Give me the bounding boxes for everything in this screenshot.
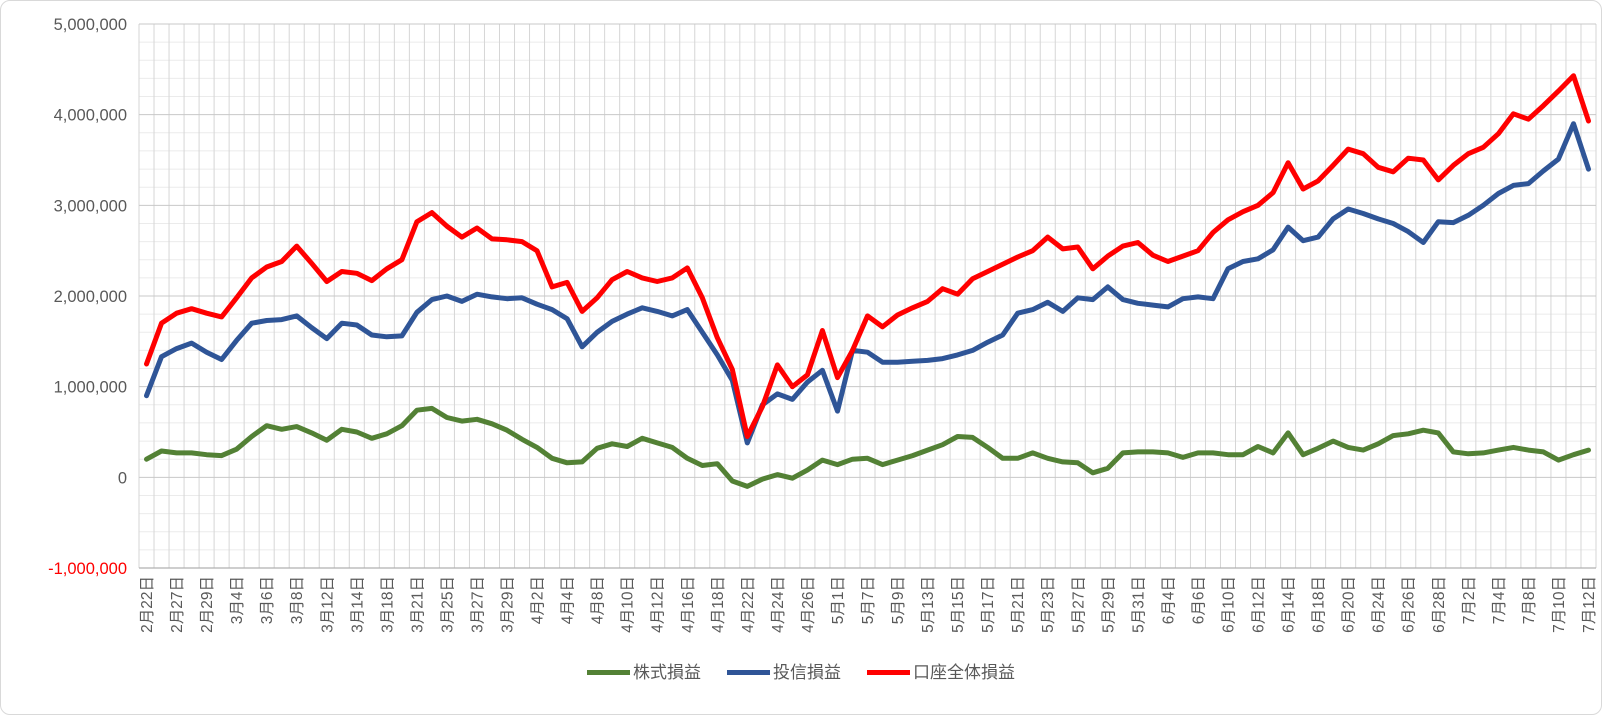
x-axis-tick-label: 5月1日 [830, 576, 847, 624]
x-axis-tick-label: 6月12日 [1251, 576, 1268, 633]
x-axis-tick-label: 3月29日 [500, 576, 517, 633]
legend-item-account-total-pl: 口座全体損益 [867, 664, 1015, 681]
legend-swatch-account-total-pl [867, 670, 910, 675]
y-axis-tick-label: 4,000,000 [54, 107, 127, 125]
legend-label-stock-pl: 株式損益 [633, 663, 701, 682]
x-axis-tick-label: 6月18日 [1311, 576, 1328, 633]
x-axis-tick-label: 3月18日 [379, 576, 396, 633]
y-axis-tick-label: 0 [118, 469, 127, 487]
series-line-2 [144, 73, 1591, 439]
legend: 株式損益 投信損益 口座全体損益 [0, 664, 1602, 681]
x-axis-tick-label: 5月15日 [950, 576, 967, 633]
x-axis-tick-label: 3月8日 [289, 576, 306, 624]
x-axis-tick-label: 5月23日 [1040, 576, 1057, 633]
x-axis-tick-label: 7月4日 [1491, 576, 1508, 624]
x-axis-tick-label: 4月18日 [710, 576, 727, 633]
x-axis-tick-label: 4月24日 [770, 576, 787, 633]
series-line-1 [144, 121, 1591, 446]
x-axis-tick-label: 4月16日 [680, 576, 697, 633]
x-axis-tick-label: 6月20日 [1341, 576, 1358, 633]
x-axis-tick-label: 6月6日 [1190, 576, 1207, 624]
x-axis-tick-label: 7月2日 [1461, 576, 1478, 624]
legend-swatch-stock-pl [587, 670, 630, 675]
x-axis-tick-label: 2月22日 [139, 576, 156, 633]
x-axis-tick-label: 5月27日 [1070, 576, 1087, 633]
legend-item-fund-pl: 投信損益 [727, 664, 841, 681]
x-axis-tick-label: 4月8日 [590, 576, 607, 624]
x-axis-tick-label: 5月13日 [920, 576, 937, 633]
x-axis-tick-label: 6月10日 [1220, 576, 1237, 633]
x-axis-tick-label: 6月14日 [1281, 576, 1298, 633]
series-line-0 [144, 405, 1591, 489]
y-axis-tick-label: -1,000,000 [48, 560, 127, 578]
x-axis-tick-label: 5月7日 [860, 576, 877, 624]
x-axis-tick-label: 5月9日 [890, 576, 907, 624]
x-axis-tick-label: 7月12日 [1581, 576, 1598, 633]
x-axis-tick-label: 4月26日 [800, 576, 817, 633]
x-axis-tick-label: 3月6日 [259, 576, 276, 624]
x-axis-tick-label: 6月28日 [1431, 576, 1448, 633]
x-axis-tick-label: 4月22日 [740, 576, 757, 633]
x-axis-tick-label: 7月8日 [1521, 576, 1538, 624]
x-axis-tick-label: 5月31日 [1130, 576, 1147, 633]
x-axis-tick-label: 4月4日 [560, 576, 577, 624]
y-axis-tick-label: 2,000,000 [54, 288, 127, 306]
x-axis-tick-label: 3月27日 [469, 576, 486, 633]
x-axis-tick-label: 5月29日 [1100, 576, 1117, 633]
x-axis-tick-label: 7月10日 [1551, 576, 1568, 633]
x-axis-tick-label: 3月21日 [409, 576, 426, 633]
x-axis-tick-label: 3月4日 [229, 576, 246, 624]
legend-item-stock-pl: 株式損益 [587, 664, 701, 681]
x-axis-tick-label: 2月27日 [169, 576, 186, 633]
x-axis-tick-label: 4月12日 [650, 576, 667, 633]
x-axis-tick-label: 2月29日 [199, 576, 216, 633]
x-axis-tick-label: 6月26日 [1401, 576, 1418, 633]
x-axis-tick-label: 5月17日 [980, 576, 997, 633]
x-axis-tick-label: 6月4日 [1160, 576, 1177, 624]
y-axis-tick-label: 3,000,000 [54, 197, 127, 215]
legend-swatch-fund-pl [727, 670, 770, 675]
y-axis-tick-label: 1,000,000 [54, 379, 127, 397]
x-axis-tick-label: 6月24日 [1371, 576, 1388, 633]
legend-label-account-total-pl: 口座全体損益 [913, 663, 1015, 682]
x-axis-tick-label: 3月12日 [319, 576, 336, 633]
x-axis-tick-label: 3月14日 [349, 576, 366, 633]
y-axis-tick-label: 5,000,000 [54, 16, 127, 34]
x-axis-tick-label: 3月25日 [439, 576, 456, 633]
legend-label-fund-pl: 投信損益 [773, 663, 841, 682]
x-axis-tick-label: 4月10日 [620, 576, 637, 633]
x-axis-tick-label: 5月21日 [1010, 576, 1027, 633]
x-axis-tick-label: 4月2日 [530, 576, 547, 624]
